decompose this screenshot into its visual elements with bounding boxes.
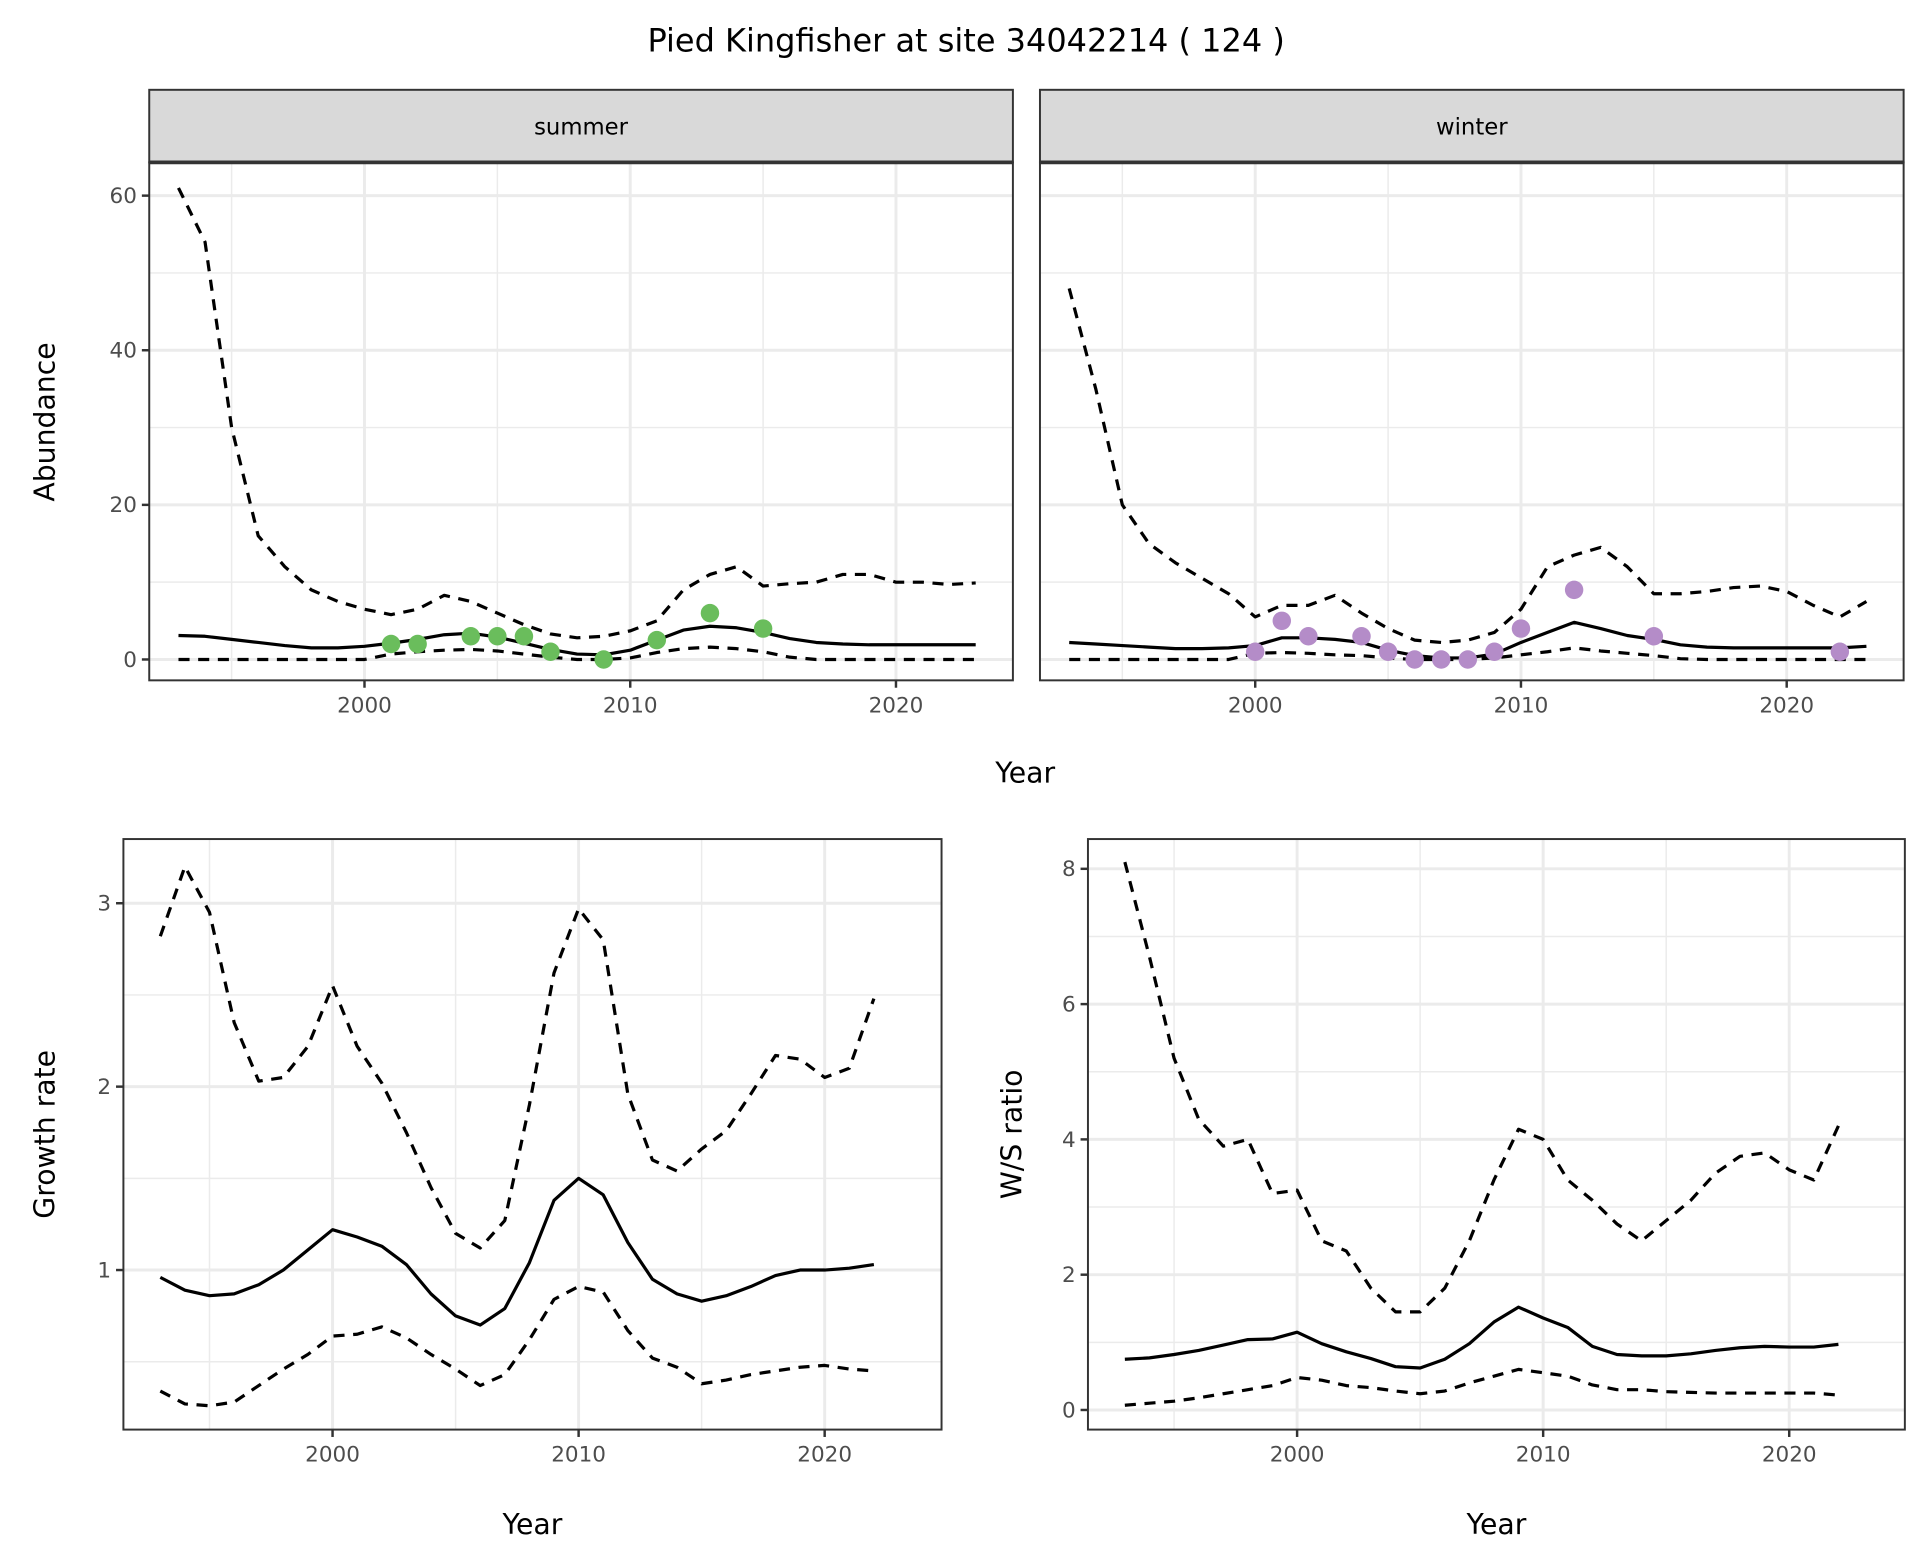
y-tick-label: 1 bbox=[97, 1258, 111, 1283]
data-point bbox=[753, 619, 773, 638]
y-tick-label: 3 bbox=[97, 892, 111, 917]
confidence-bound-line bbox=[1124, 1367, 1839, 1407]
data-point bbox=[1272, 611, 1292, 631]
y-tick-label: 4 bbox=[1062, 1128, 1076, 1153]
data-point bbox=[1352, 627, 1371, 646]
confidence-bound-line bbox=[158, 864, 876, 1250]
x-tick-label: 2010 bbox=[603, 693, 658, 718]
data-point bbox=[1644, 627, 1664, 646]
x-tick-label: 2020 bbox=[1759, 693, 1814, 718]
data-point bbox=[1299, 627, 1318, 646]
facet-label: summer bbox=[534, 115, 629, 141]
data-point bbox=[1830, 642, 1850, 661]
x-tick-label: 2000 bbox=[1228, 693, 1283, 718]
y-tick-label: 60 bbox=[110, 184, 137, 209]
data-point bbox=[1564, 580, 1584, 600]
data-point bbox=[1458, 650, 1478, 669]
x-tick-label: 2020 bbox=[1762, 1443, 1817, 1468]
x-tick-label: 2020 bbox=[797, 1443, 852, 1468]
facet-label: winter bbox=[1436, 115, 1508, 141]
y-axis-title: Growth rate bbox=[29, 1050, 62, 1219]
x-tick-label: 2000 bbox=[337, 693, 392, 718]
data-point bbox=[1378, 642, 1398, 661]
x-tick-label: 2000 bbox=[1270, 1443, 1325, 1468]
y-axis-title: W/S ratio bbox=[996, 1069, 1029, 1199]
y-tick-label: 6 bbox=[1062, 992, 1076, 1017]
x-tick-label: 2010 bbox=[1516, 1443, 1571, 1468]
y-tick-label: 0 bbox=[1062, 1398, 1076, 1423]
y-tick-label: 8 bbox=[1062, 857, 1076, 882]
panel-1: 2000 2010 2020 winter bbox=[1038, 88, 1905, 718]
facet-strip bbox=[1038, 88, 1905, 164]
data-point bbox=[1245, 642, 1265, 661]
panel-0: 2000 2010 2020 0 20 40 60 summer Abundance bbox=[29, 88, 1014, 718]
data-point bbox=[1405, 650, 1424, 669]
y-tick-label: 20 bbox=[110, 493, 137, 518]
y-axis-title: Abundance bbox=[29, 342, 62, 501]
figure-title: Pied Kingfisher at site 34042214 ( 124 ) bbox=[647, 22, 1284, 60]
top-x-axis-title: Year bbox=[994, 756, 1055, 789]
confidence-bound-line bbox=[1067, 287, 1868, 645]
x-tick-label: 2010 bbox=[551, 1443, 606, 1468]
mean-line bbox=[178, 624, 976, 657]
y-tick-label: 40 bbox=[110, 339, 137, 364]
panel-border bbox=[122, 838, 943, 1431]
mean-line bbox=[159, 1176, 875, 1327]
y-tick-label: 0 bbox=[123, 648, 137, 673]
confidence-bound-line bbox=[1123, 861, 1840, 1314]
data-point bbox=[1485, 642, 1504, 661]
data-point bbox=[1511, 619, 1531, 638]
data-point bbox=[488, 627, 507, 646]
panel-2: 2000 2010 2020 1 2 3 Year Growth rate bbox=[29, 838, 943, 1541]
data-point bbox=[1432, 650, 1451, 669]
data-point bbox=[514, 627, 534, 646]
y-tick-label: 2 bbox=[97, 1075, 111, 1100]
data-point bbox=[381, 634, 401, 654]
x-axis-title: Year bbox=[502, 1508, 563, 1541]
data-point bbox=[594, 650, 613, 669]
y-tick-label: 2 bbox=[1062, 1263, 1076, 1288]
x-tick-label: 2020 bbox=[869, 693, 924, 718]
mean-line bbox=[1124, 1305, 1839, 1370]
panel-3: 2000 2010 2020 0 2 4 6 8 Year W/S ratio bbox=[996, 838, 1906, 1541]
x-tick-label: 2000 bbox=[305, 1443, 360, 1468]
data-point bbox=[461, 627, 481, 646]
data-point bbox=[541, 642, 560, 661]
data-point bbox=[700, 603, 720, 623]
confidence-bound-line bbox=[177, 187, 976, 640]
x-axis-title: Year bbox=[1465, 1508, 1526, 1541]
data-point bbox=[408, 634, 427, 654]
x-tick-label: 2010 bbox=[1494, 693, 1549, 718]
panel-border bbox=[1086, 838, 1906, 1431]
data-point bbox=[647, 630, 667, 650]
confidence-bound-line bbox=[178, 645, 976, 662]
